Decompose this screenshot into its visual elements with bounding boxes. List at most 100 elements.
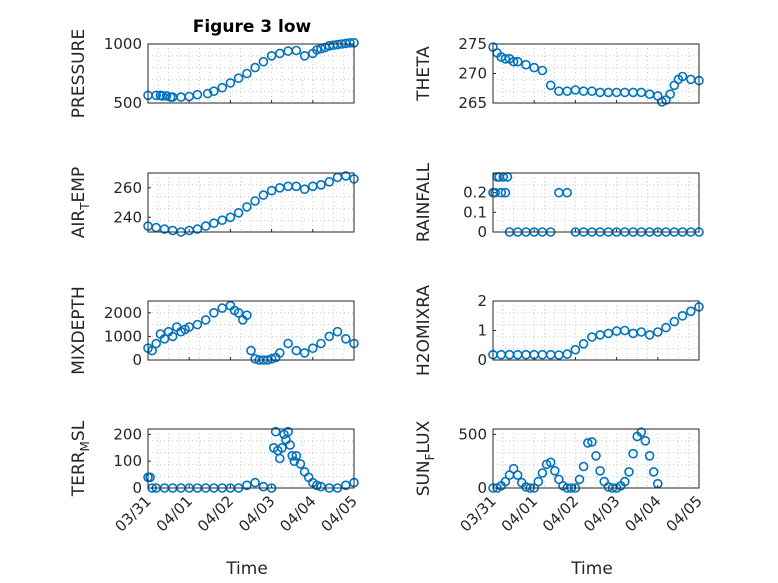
y-tick-label: 270 (458, 65, 487, 83)
data-point (299, 50, 310, 61)
x-tick-label: 04/03 (235, 492, 278, 535)
data-point (554, 474, 564, 485)
y-tick-label: 1 (477, 322, 487, 340)
data-point (648, 467, 659, 477)
data-point (504, 349, 515, 360)
x-tick-label: 04/02 (539, 492, 582, 535)
data-point (595, 330, 605, 340)
data-point (274, 348, 285, 358)
data-point (562, 187, 573, 198)
data-point (316, 43, 326, 54)
data-point (233, 73, 244, 83)
data-point (250, 196, 260, 206)
data-point (225, 212, 236, 223)
data-point (644, 330, 655, 340)
data-point (512, 349, 523, 360)
y-tick-label: 100 (113, 452, 142, 470)
data-point (554, 187, 564, 198)
data-point (291, 181, 302, 192)
data-point (287, 450, 298, 461)
data-point (217, 82, 227, 93)
data-point (500, 187, 511, 198)
data-point (285, 440, 295, 450)
data-point (340, 171, 351, 181)
data-point (316, 338, 326, 349)
data-point (200, 315, 211, 325)
data-point (151, 90, 161, 101)
data-point (291, 450, 302, 461)
data-point (500, 476, 511, 487)
data-point (619, 87, 630, 98)
y-tick-label: 2 (477, 292, 487, 310)
data-point (277, 442, 287, 453)
data-point (161, 91, 172, 101)
subplot-1: 500 1000 PRESSURE (69, 29, 359, 118)
data-point (270, 426, 281, 437)
data-point (570, 344, 581, 355)
data-point (669, 316, 680, 327)
data-point (246, 345, 256, 356)
y-axis-label: THETA (414, 46, 434, 102)
data-point (332, 172, 343, 183)
data-point (677, 310, 688, 321)
data-point (167, 225, 178, 236)
data-point (192, 319, 203, 330)
data-point (587, 332, 597, 342)
data-point (521, 349, 531, 360)
data-point (209, 307, 219, 318)
x-tick-label: 03/31 (112, 492, 155, 535)
data-point (574, 474, 585, 485)
x-tick-label: 04/01 (498, 492, 541, 535)
x-tick-label: 04/04 (621, 492, 664, 535)
data-point (274, 453, 285, 464)
data-point (490, 187, 500, 198)
data-point (295, 459, 306, 469)
data-point (644, 450, 655, 461)
data-point (562, 349, 573, 359)
data-point (291, 45, 302, 56)
data-point (603, 87, 614, 98)
data-point (652, 327, 663, 337)
data-point (496, 349, 507, 360)
data-point (176, 92, 186, 102)
data-point (242, 68, 252, 79)
data-point (595, 465, 605, 476)
axes-frame (492, 428, 700, 489)
data-point (312, 45, 322, 55)
data-point (587, 437, 597, 447)
data-point (636, 327, 647, 337)
data-point (233, 208, 244, 218)
data-point (619, 325, 630, 336)
data-point (217, 215, 227, 225)
data-point (316, 180, 326, 190)
data-point (192, 224, 203, 234)
data-point (225, 78, 236, 88)
data-point (266, 185, 277, 196)
data-point (184, 322, 194, 332)
data-point (332, 326, 343, 337)
y-tick-label: 260 (113, 179, 142, 197)
y-axis-label: H2OMIXRA (414, 285, 434, 376)
data-point (545, 349, 556, 360)
data-point (665, 89, 676, 99)
x-tick-label: 04/03 (580, 492, 623, 535)
x-axis-label: Time (225, 559, 268, 579)
data-point (242, 202, 252, 212)
data-point (200, 221, 211, 231)
y-tick-label: 0.1 (463, 203, 487, 221)
data-point (324, 331, 335, 342)
data-point (250, 477, 260, 488)
data-point (549, 465, 560, 476)
data-point (554, 350, 564, 360)
data-point (258, 190, 269, 200)
y-axis-label: RAINFALL (414, 162, 434, 242)
data-point (533, 476, 544, 487)
data-point (628, 448, 638, 459)
data-point (537, 65, 548, 76)
data-point (640, 435, 651, 446)
data-point (521, 59, 531, 70)
data-point (283, 181, 293, 192)
data-point (578, 86, 589, 96)
y-tick-label: 0 (132, 351, 142, 369)
data-point (209, 218, 219, 228)
